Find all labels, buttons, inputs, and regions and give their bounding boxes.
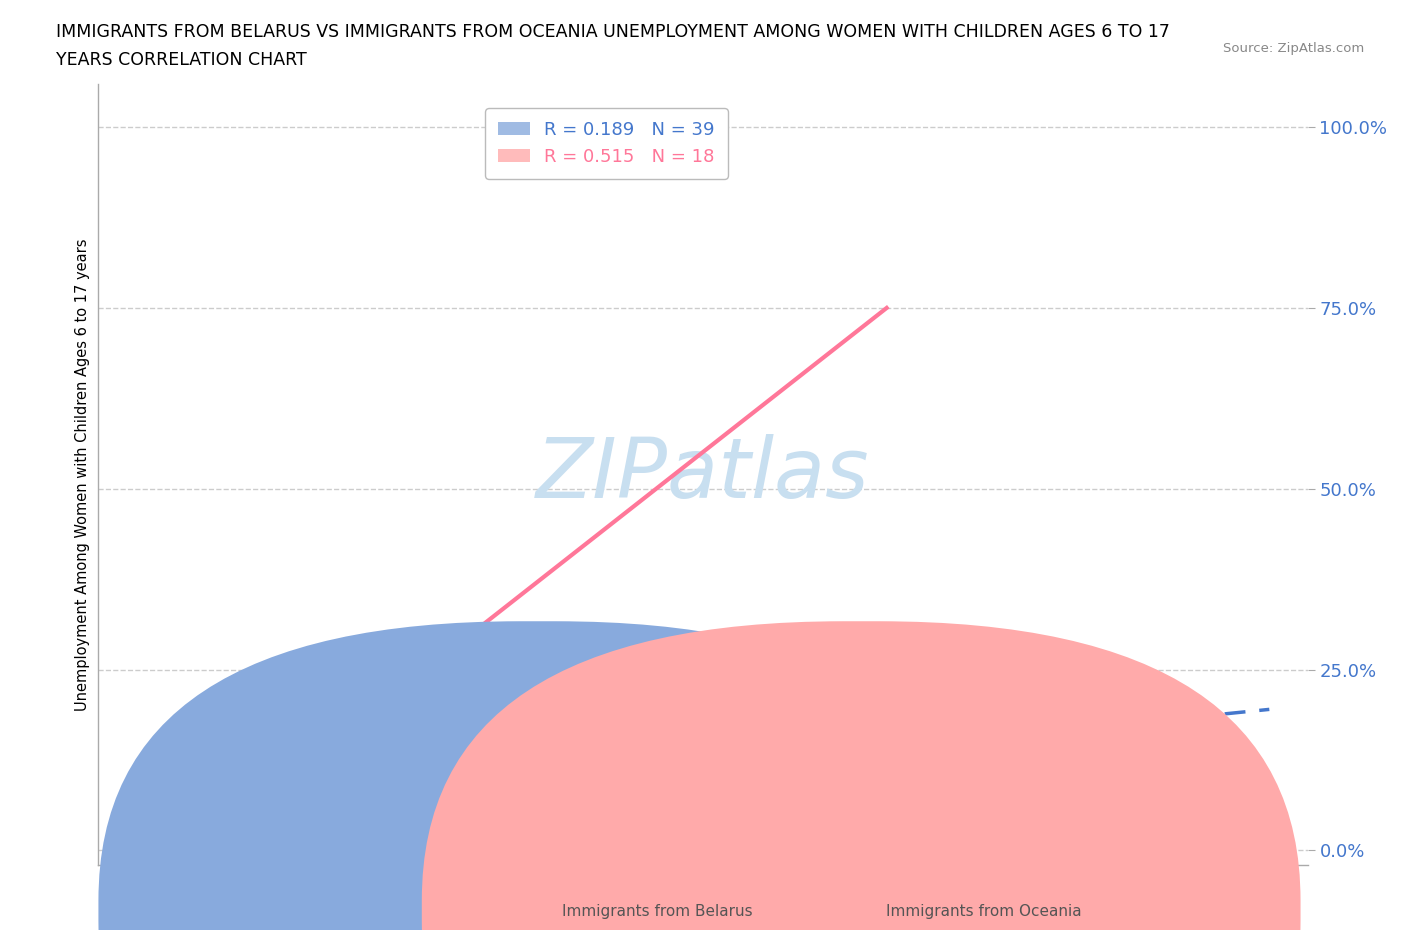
Point [172,771,194,786]
Point [156,764,179,778]
Point [172,756,194,771]
Point [209,756,232,771]
Point [531,756,554,771]
Point [492,712,515,727]
Point [194,712,217,727]
Point [118,807,141,822]
Point [356,756,378,771]
Point [340,785,363,800]
Point [125,785,148,800]
Point [149,814,172,829]
Point [416,727,439,742]
Point [134,771,156,786]
Point [149,785,172,800]
Point [149,756,172,771]
Point [232,749,254,764]
Text: ZIPatlas: ZIPatlas [536,433,870,515]
Point [225,771,247,786]
Point [141,777,163,792]
Point [134,814,156,829]
Point [645,120,668,135]
Text: Source: ZipAtlas.com: Source: ZipAtlas.com [1223,42,1364,55]
Point [202,742,225,757]
Point [607,706,630,721]
Point [685,807,707,822]
Point [607,698,630,713]
Point [569,785,592,800]
Point [163,735,186,750]
Point [118,807,141,822]
Point [492,814,515,829]
Point [247,785,270,800]
Point [187,749,209,764]
Point [1105,735,1128,750]
Point [172,792,194,807]
Point [163,814,186,829]
Legend: R = 0.189   N = 39, R = 0.515   N = 18: R = 0.189 N = 39, R = 0.515 N = 18 [485,109,728,179]
Point [378,777,401,792]
Point [531,742,554,757]
Point [125,792,148,807]
Text: IMMIGRANTS FROM BELARUS VS IMMIGRANTS FROM OCEANIA UNEMPLOYMENT AMONG WOMEN WITH: IMMIGRANTS FROM BELARUS VS IMMIGRANTS FR… [56,23,1170,41]
Point [263,742,285,757]
Point [156,785,179,800]
Y-axis label: Unemployment Among Women with Children Ages 6 to 17 years: Unemployment Among Women with Children A… [75,238,90,711]
Point [141,800,163,815]
Point [301,764,323,778]
Point [134,792,156,807]
Point [416,800,439,815]
Text: Immigrants from Oceania: Immigrants from Oceania [886,904,1081,919]
Text: YEARS CORRELATION CHART: YEARS CORRELATION CHART [56,51,307,69]
Point [149,800,172,815]
Point [263,764,285,778]
Point [187,742,209,757]
Point [799,706,821,721]
Point [134,821,156,836]
Point [325,771,347,786]
Point [163,807,186,822]
Point [187,785,209,800]
Point [156,785,179,800]
Point [163,777,186,792]
Point [125,814,148,829]
Point [685,735,707,750]
Text: Immigrants from Belarus: Immigrants from Belarus [562,904,754,919]
Point [179,771,201,786]
Point [141,777,163,792]
